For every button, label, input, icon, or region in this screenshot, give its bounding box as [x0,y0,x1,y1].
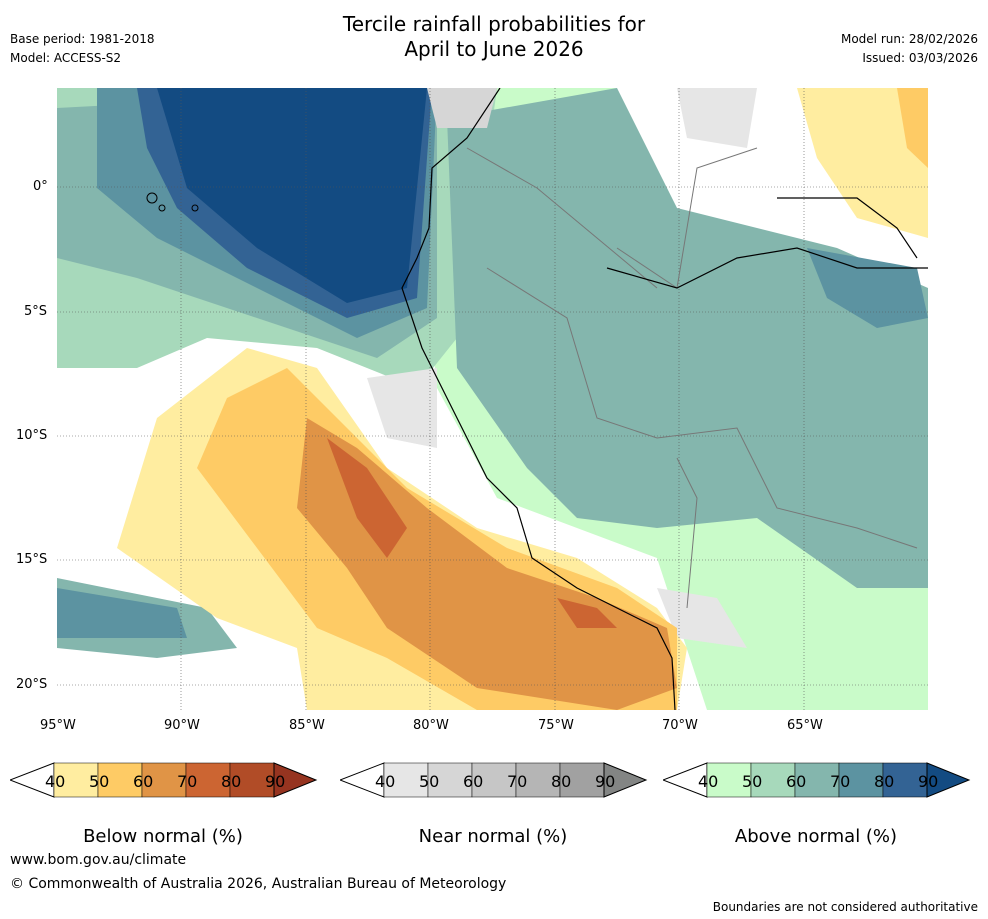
colorbar-tick: 90 [918,772,939,791]
colorbar-tick: 70 [830,772,851,791]
above-normal-colorbar [663,762,971,798]
colorbar-tick: 90 [265,772,286,791]
lon-label-90w: 90°W [164,718,200,733]
amazon-river [606,197,928,289]
colorbar-tick: 50 [89,772,110,791]
near-normal-colorbar [340,762,648,798]
colorbar-tick: 70 [177,772,198,791]
galapagos-islands [146,192,199,212]
colorbar-segment [53,762,99,798]
colorbar-tick: 60 [133,772,154,791]
above-normal-label: Above normal (%) [734,826,898,847]
below-normal-regions [117,88,928,710]
disclaimer: Boundaries are not considered authoritat… [712,900,978,914]
colorbar-segment [383,762,429,798]
title-line-2: April to June 2026 [404,37,584,61]
base-period: Base period: 1981-2018 [10,32,155,46]
colorbar-tick: 40 [375,772,396,791]
country-borders [466,147,918,609]
below-normal-label: Below normal (%) [83,826,243,847]
colorbar-tick: 60 [463,772,484,791]
near-normal-label: Near normal (%) [418,826,568,847]
lon-label-95w: 95°W [40,718,76,733]
colorbar-segment [750,762,796,798]
colorbar-tick: 50 [419,772,440,791]
colorbar-segment [706,762,752,798]
colorbar-segment [882,762,928,798]
colorbar-high-extend [273,762,318,798]
colorbar-tick: 40 [698,772,719,791]
lon-label-65w: 65°W [787,718,823,733]
colorbar-tick: 80 [551,772,572,791]
lat-label-20s: 20°S [16,677,48,692]
copyright: © Commonwealth of Australia 2026, Austra… [10,876,507,892]
lon-label-85w: 85°W [289,718,325,733]
lon-label-70w: 70°W [662,718,698,733]
colorbar-segment [559,762,605,798]
title-line-1: Tercile rainfall probabilities for [342,12,646,36]
near-normal-regions [367,88,757,648]
lon-label-75w: 75°W [538,718,574,733]
lat-label-5s: 5°S [24,304,48,319]
coastline [401,88,676,710]
colorbar-segment [229,762,275,798]
colorbar-tick: 80 [874,772,895,791]
website-url: www.bom.gov.au/climate [10,852,187,868]
colorbar-tick: 80 [221,772,242,791]
colorbar-tick: 70 [507,772,528,791]
colorbar-high-extend [926,762,971,798]
colorbar-segment [838,762,884,798]
colorbar-segment [141,762,187,798]
issued-date: Issued: 03/03/2026 [862,51,978,65]
colorbar-tick: 40 [45,772,66,791]
colorbar-segment [471,762,517,798]
model-run: Model run: 28/02/2026 [840,32,978,46]
colorbar-segment [515,762,561,798]
lat-label-0: 0° [33,179,48,194]
lon-label-80w: 80°W [413,718,449,733]
model-name: Model: ACCESS-S2 [10,51,122,65]
probability-map [57,88,928,710]
colorbar-tick: 60 [786,772,807,791]
colorbar-segment [97,762,143,798]
gridlines [57,88,928,710]
figure-title: Tercile rainfall probabilities for April… [0,12,988,62]
colorbar-segment [185,762,231,798]
colorbar-high-extend [603,762,648,798]
lat-label-15s: 15°S [16,552,48,567]
colorbar-tick: 90 [595,772,616,791]
colorbar-tick: 50 [742,772,763,791]
lat-label-10s: 10°S [16,428,48,443]
below-normal-colorbar [10,762,318,798]
